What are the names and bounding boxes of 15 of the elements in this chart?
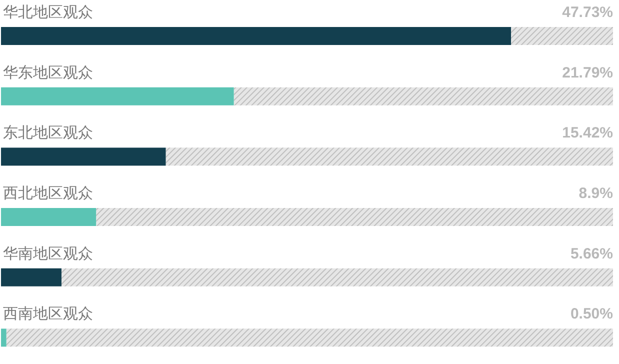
y-tick-label: 西南地区观众 bbox=[3, 304, 93, 323]
data-label: 15.42% bbox=[562, 124, 613, 142]
y-tick-label: 华东地区观众 bbox=[3, 63, 93, 82]
y-tick-label: 西北地区观众 bbox=[3, 184, 93, 202]
y-tick-label: 华南地区观众 bbox=[3, 244, 93, 262]
data-label: 21.79% bbox=[562, 64, 613, 82]
y-tick-label: 东北地区观众 bbox=[3, 124, 93, 142]
bar bbox=[1, 328, 6, 347]
bar bbox=[1, 268, 62, 286]
data-label: 47.73% bbox=[562, 4, 613, 21]
data-label: 0.50% bbox=[570, 306, 613, 323]
data-label: 8.9% bbox=[578, 185, 613, 202]
y-tick-label: 华北地区观众 bbox=[3, 3, 93, 21]
bar bbox=[1, 208, 96, 226]
data-label: 5.66% bbox=[570, 245, 613, 262]
